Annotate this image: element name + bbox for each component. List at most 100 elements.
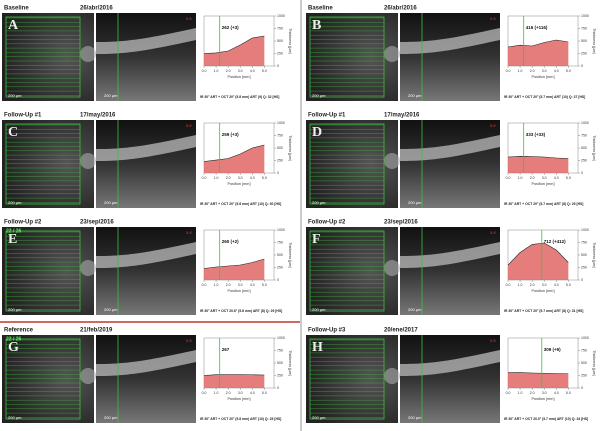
thickness-line <box>507 156 569 159</box>
y-axis-label: Thickness [µm] <box>592 135 596 161</box>
y-tick-label: 750 <box>277 26 283 30</box>
panel-letter: E <box>8 232 17 247</box>
fundus-image <box>306 13 398 101</box>
scan-count: 22 / 26 <box>6 228 22 234</box>
scan-tag: 5.8 <box>490 16 496 21</box>
x-tick-label: 2.0 <box>226 69 231 73</box>
x-tick-label: 0.0 <box>202 283 207 287</box>
fundus-image <box>2 335 94 423</box>
panel-letter: G <box>8 340 19 355</box>
panel-letter: F <box>312 232 321 247</box>
y-tick-label: 250 <box>277 158 283 162</box>
thickness-value: 712 (+412) <box>544 239 566 244</box>
x-axis-label: Position [mm] <box>228 182 251 186</box>
x-tick-label: 4.0 <box>554 176 559 180</box>
panel-date: 26/abr/2016 <box>384 6 417 12</box>
panel-label: Follow-Up #1 <box>4 113 42 119</box>
x-tick-label: 4.0 <box>250 391 255 395</box>
x-tick-label: 2.0 <box>530 283 535 287</box>
scan-frame <box>309 123 385 205</box>
y-tick-label: 250 <box>581 158 587 162</box>
panel: Follow-Up #1 17/may/2016 C 200 µm 5.8 200 µm 0… <box>2 113 292 208</box>
panel-date: 20/ene/2017 <box>384 328 418 334</box>
panel-letter: C <box>8 125 18 140</box>
acquisition-info: IR 30° ART + OCT 20° (5.8 mm) ART (10) Q… <box>200 202 281 206</box>
scan-frame <box>309 230 385 312</box>
retina-band <box>400 242 500 268</box>
y-axis-label: Thickness [µm] <box>288 350 292 376</box>
panel: Reference 21/feb/2019 G22 / 26 200 µm 5.8 200… <box>2 328 292 423</box>
thickness-line <box>203 374 265 376</box>
retina-band <box>96 28 196 54</box>
y-tick-label: 1000 <box>277 336 285 340</box>
panel-label: Follow-Up #2 <box>4 220 42 226</box>
fundus-image <box>306 335 398 423</box>
y-tick-label: 500 <box>277 361 283 365</box>
y-tick-label: 1000 <box>581 14 589 18</box>
acquisition-info: IR 30° ART + OCT 20° (5.7 mm) ART (8) Q:… <box>504 202 583 206</box>
panel-label: Follow-Up #1 <box>308 113 346 119</box>
y-axis-label: Thickness [µm] <box>288 28 292 54</box>
thickness-line <box>507 242 569 266</box>
y-tick-label: 250 <box>581 373 587 377</box>
scale-label: 200 µm <box>8 307 22 312</box>
oct-scan <box>400 13 500 101</box>
scan-count: 22 / 26 <box>6 336 22 342</box>
y-axis-label: Thickness [µm] <box>592 242 596 268</box>
x-tick-label: 3.0 <box>542 69 547 73</box>
scale-label: 200 µm <box>408 93 422 98</box>
panel-date: 26/abr/2016 <box>80 6 113 12</box>
x-tick-label: 2.0 <box>226 283 231 287</box>
x-tick-label: 3.0 <box>542 391 547 395</box>
x-tick-label: 5.0 <box>566 283 571 287</box>
y-tick-label: 500 <box>581 39 587 43</box>
x-axis-label: Position [mm] <box>228 289 251 293</box>
x-tick-label: 5.0 <box>262 176 267 180</box>
x-tick-label: 4.0 <box>554 283 559 287</box>
x-tick-label: 3.0 <box>238 391 243 395</box>
optic-disc <box>384 153 400 169</box>
panel-date: 17/may/2016 <box>384 113 420 119</box>
panel: Baseline 26/abr/2016 A 200 µm 5.8 200 µm 0 250 5… <box>2 6 292 101</box>
x-tick-label: 3.0 <box>238 69 243 73</box>
y-tick-label: 500 <box>581 253 587 257</box>
y-tick-label: 500 <box>581 361 587 365</box>
x-tick-label: 5.0 <box>566 391 571 395</box>
x-tick-label: 4.0 <box>554 69 559 73</box>
optic-disc <box>384 46 400 62</box>
scale-label: 200 µm <box>408 200 422 205</box>
x-tick-label: 0.0 <box>506 69 511 73</box>
x-tick-label: 5.0 <box>262 283 267 287</box>
y-tick-label: 750 <box>581 133 587 137</box>
scale-label: 200 µm <box>8 200 22 205</box>
y-tick-label: 750 <box>581 348 587 352</box>
y-tick-label: 0 <box>277 171 279 175</box>
thickness-area <box>204 259 265 280</box>
x-axis-label: Position [mm] <box>532 75 555 79</box>
x-tick-label: 0.0 <box>202 69 207 73</box>
x-tick-label: 4.0 <box>554 391 559 395</box>
x-tick-label: 1.0 <box>518 391 523 395</box>
scale-label: 200 µm <box>312 93 326 98</box>
y-axis-label: Thickness [µm] <box>288 135 292 161</box>
thickness-value: 416 (+116) <box>526 25 548 30</box>
y-tick-label: 0 <box>581 64 583 68</box>
thickness-value: 260 (+2) <box>222 239 239 244</box>
y-tick-label: 1000 <box>581 121 589 125</box>
scale-label: 200 µm <box>104 307 118 312</box>
x-tick-label: 5.0 <box>566 176 571 180</box>
x-tick-label: 5.0 <box>262 69 267 73</box>
scale-label: 200 µm <box>8 415 22 420</box>
thickness-area <box>204 145 265 173</box>
x-tick-label: 2.0 <box>530 176 535 180</box>
thickness-value: 309 (+9) <box>544 347 561 352</box>
scale-label: 200 µm <box>8 93 22 98</box>
scan-tag: 5.8 <box>490 230 496 235</box>
panel-date: 17/may/2016 <box>80 113 116 119</box>
thickness-value: 259 (+3) <box>222 132 239 137</box>
scan-tag: 5.8 <box>186 338 192 343</box>
panel: Follow-Up #2 23/sep/2016 F 200 µm 5.8 200 µm 0… <box>306 220 596 315</box>
panel-label: Follow-Up #3 <box>308 328 346 334</box>
panel-letter: B <box>312 18 321 33</box>
panel-letter: A <box>8 18 19 33</box>
